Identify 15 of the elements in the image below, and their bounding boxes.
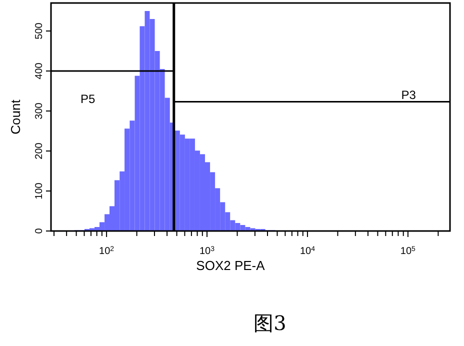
x-tick-label: 10$^{3}$ bbox=[199, 246, 215, 257]
series-label: P5 bbox=[80, 92, 96, 106]
x-axis-title: SOX2 PE-A bbox=[196, 258, 266, 273]
y-tick-label: 100 bbox=[34, 182, 45, 200]
caption: 图3 bbox=[254, 311, 286, 335]
y-tick-label: 400 bbox=[34, 62, 45, 80]
x-tick-label: 10$^{2}$ bbox=[99, 246, 114, 257]
x-tick-label: 10$^{5}$ bbox=[400, 246, 416, 257]
y-tick-label: 300 bbox=[34, 102, 45, 120]
y-tick-label: 200 bbox=[34, 142, 45, 160]
series-label: P3 bbox=[401, 88, 416, 102]
y-tick-label: 0 bbox=[34, 228, 45, 234]
y-axis-title: Count bbox=[8, 99, 23, 134]
x-tick-label: 10$^{4}$ bbox=[300, 246, 316, 257]
y-tick-label: 500 bbox=[34, 22, 45, 40]
